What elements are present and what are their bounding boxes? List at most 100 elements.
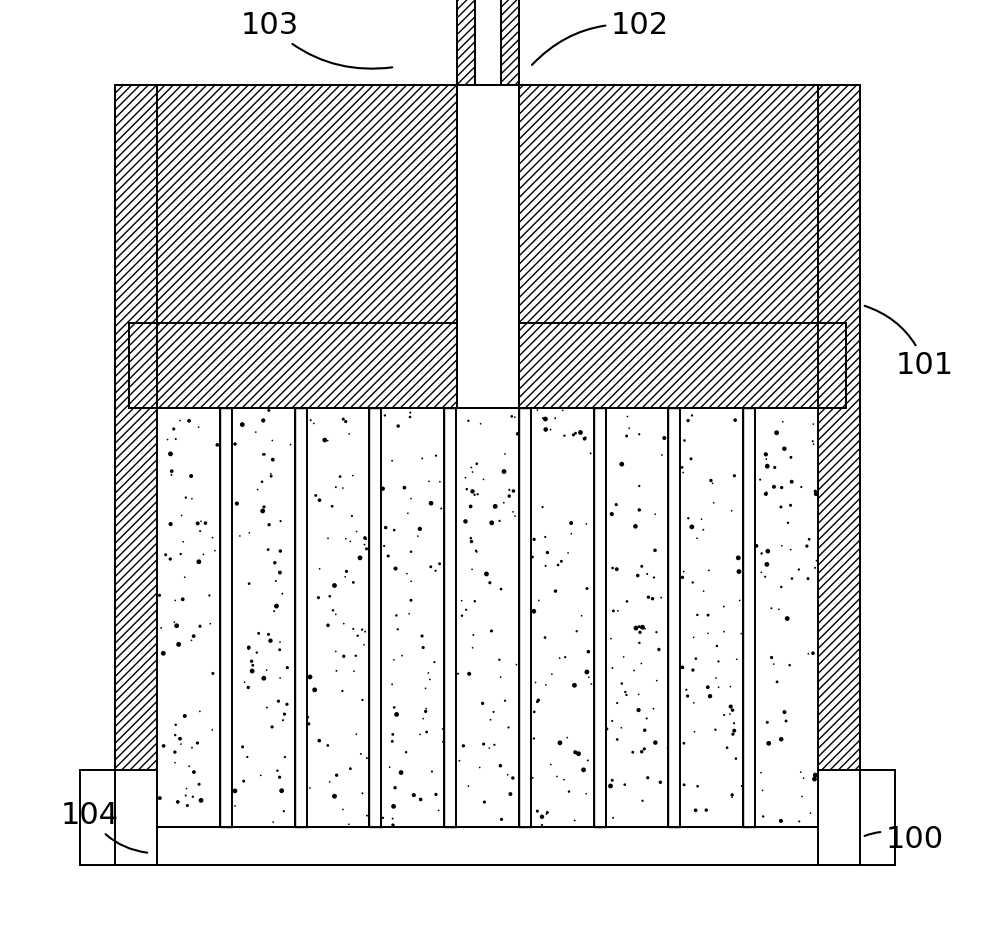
Point	[510, 426, 526, 441]
Point	[349, 524, 365, 539]
Point	[759, 557, 775, 572]
Point	[807, 768, 823, 783]
Point	[261, 403, 277, 418]
Point	[800, 647, 816, 661]
Point	[807, 484, 823, 499]
Point	[274, 783, 290, 798]
Point	[633, 656, 649, 671]
Point	[325, 603, 341, 618]
Point	[547, 584, 563, 598]
Point	[455, 738, 471, 753]
Point	[556, 772, 572, 787]
Point	[156, 738, 172, 753]
Point	[272, 671, 288, 685]
Point	[244, 654, 260, 669]
Point	[320, 618, 336, 633]
Point	[266, 604, 282, 619]
Point	[605, 561, 621, 575]
Point	[241, 525, 257, 540]
Point	[265, 452, 281, 467]
Bar	[220, 408, 232, 827]
Point	[538, 422, 554, 437]
Point	[178, 490, 194, 505]
Point	[275, 713, 291, 728]
Point	[167, 593, 183, 608]
Point	[700, 680, 716, 695]
Point	[730, 550, 746, 565]
Point	[689, 531, 705, 546]
Point	[493, 670, 509, 684]
Point	[676, 433, 692, 448]
Point	[705, 475, 721, 490]
Point	[505, 771, 521, 785]
Point	[709, 638, 725, 653]
Point	[403, 574, 419, 588]
Point	[255, 413, 271, 428]
Point	[256, 671, 272, 685]
Point	[805, 434, 821, 449]
Point	[604, 713, 620, 728]
Bar	[518, 323, 846, 408]
Point	[653, 590, 669, 605]
Point	[261, 627, 277, 642]
Point	[413, 792, 429, 807]
Point	[419, 724, 435, 739]
Point	[268, 574, 284, 588]
Bar	[755, 408, 818, 827]
Point	[472, 760, 488, 775]
Point	[403, 593, 419, 608]
Point	[567, 745, 583, 759]
Point	[724, 787, 740, 802]
Point	[310, 590, 326, 605]
Text: 102: 102	[532, 10, 669, 65]
Point	[259, 700, 275, 715]
Point	[726, 723, 742, 738]
Point	[773, 732, 789, 746]
Point	[202, 616, 218, 631]
Point	[248, 425, 264, 439]
Point	[418, 701, 434, 716]
Point	[604, 660, 620, 675]
Point	[307, 683, 323, 697]
Point	[724, 790, 740, 805]
Point	[342, 534, 358, 549]
Point	[631, 478, 647, 493]
Point	[567, 426, 583, 440]
Point	[433, 501, 449, 516]
Point	[628, 621, 644, 635]
Bar	[232, 408, 295, 827]
Point	[537, 630, 553, 645]
Bar	[115, 85, 860, 865]
Point	[617, 684, 633, 699]
Point	[380, 549, 396, 563]
Point	[534, 818, 550, 833]
Point	[686, 630, 702, 645]
Bar	[606, 408, 668, 827]
Point	[327, 789, 343, 804]
Point	[651, 642, 667, 657]
Point	[497, 694, 513, 709]
Point	[757, 569, 773, 584]
Point	[193, 793, 209, 808]
Point	[326, 578, 342, 593]
Point	[637, 622, 653, 636]
Point	[784, 475, 800, 489]
Bar	[157, 85, 456, 323]
Point	[543, 423, 559, 438]
Point	[184, 740, 200, 755]
Point	[256, 447, 272, 462]
Point	[376, 538, 392, 553]
Point	[402, 405, 418, 420]
Point	[754, 783, 770, 798]
Point	[186, 629, 202, 644]
Point	[205, 666, 221, 681]
Point	[276, 804, 292, 819]
Point	[475, 472, 491, 487]
Point	[398, 745, 414, 759]
Point	[423, 496, 439, 511]
Bar	[519, 408, 531, 827]
Point	[674, 570, 690, 585]
Point	[250, 482, 266, 497]
Point	[181, 413, 197, 428]
Point	[645, 591, 661, 606]
